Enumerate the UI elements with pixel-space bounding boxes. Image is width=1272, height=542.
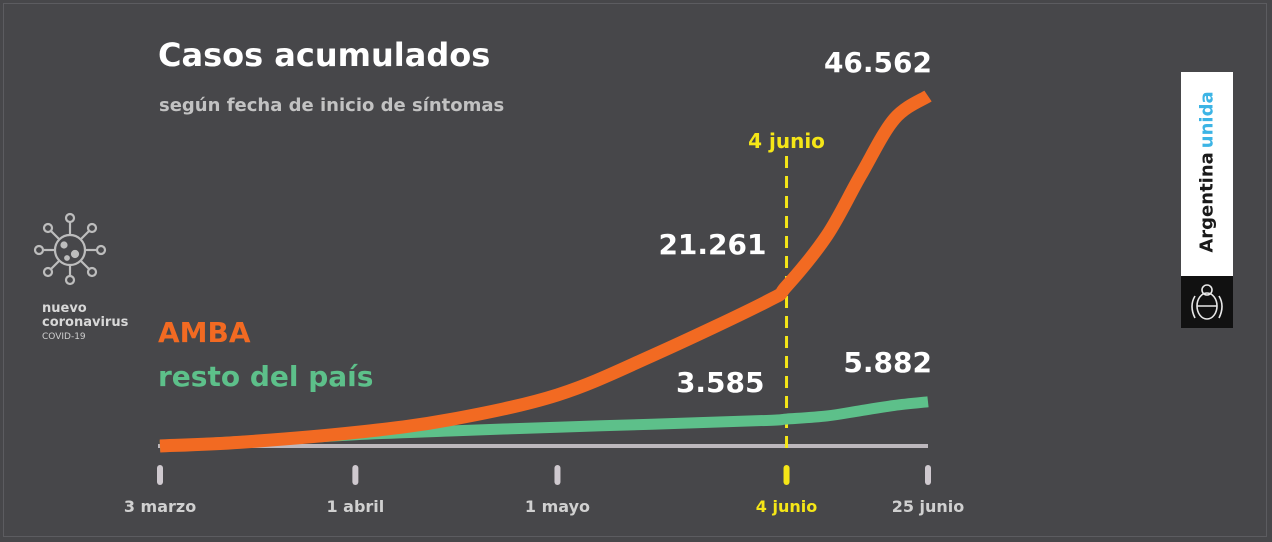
coat-of-arms-icon (1191, 284, 1223, 320)
argentina-unida-badge: Argentina unida (1181, 72, 1233, 328)
chart-subtitle: según fecha de inicio de síntomas (159, 95, 504, 116)
data-label: 21.261 (658, 228, 766, 261)
virus-icon (33, 212, 107, 286)
data-label: 46.562 (824, 46, 932, 79)
chart-title: Casos acumulados (158, 36, 490, 74)
badge-text-argentina: Argentina (1196, 152, 1218, 253)
x-tick-label: 1 mayo (525, 497, 590, 516)
brand-line-1: nuevo (42, 301, 87, 316)
x-tick-label: 25 junio (892, 497, 965, 516)
chart-frame (3, 3, 1267, 537)
data-label: 3.585 (676, 366, 765, 399)
brand-line-2: coronavirus (42, 315, 129, 330)
brand-line-3: COVID-19 (42, 332, 86, 342)
marker-label: 4 junio (748, 129, 825, 153)
badge-text: Argentina unida (1197, 91, 1218, 252)
x-tick-label: 3 marzo (124, 497, 196, 516)
legend-item: resto del país (158, 360, 373, 393)
brand-label: nuevo coronavirus COVID-19 (42, 302, 128, 344)
data-label: 5.882 (843, 346, 932, 379)
x-tick-label: 4 junio (756, 497, 817, 516)
badge-text-unida: unida (1196, 91, 1218, 149)
x-tick-label: 1 abril (326, 497, 384, 516)
badge-emblem-box (1181, 276, 1233, 328)
legend-item: AMBA (158, 316, 251, 349)
